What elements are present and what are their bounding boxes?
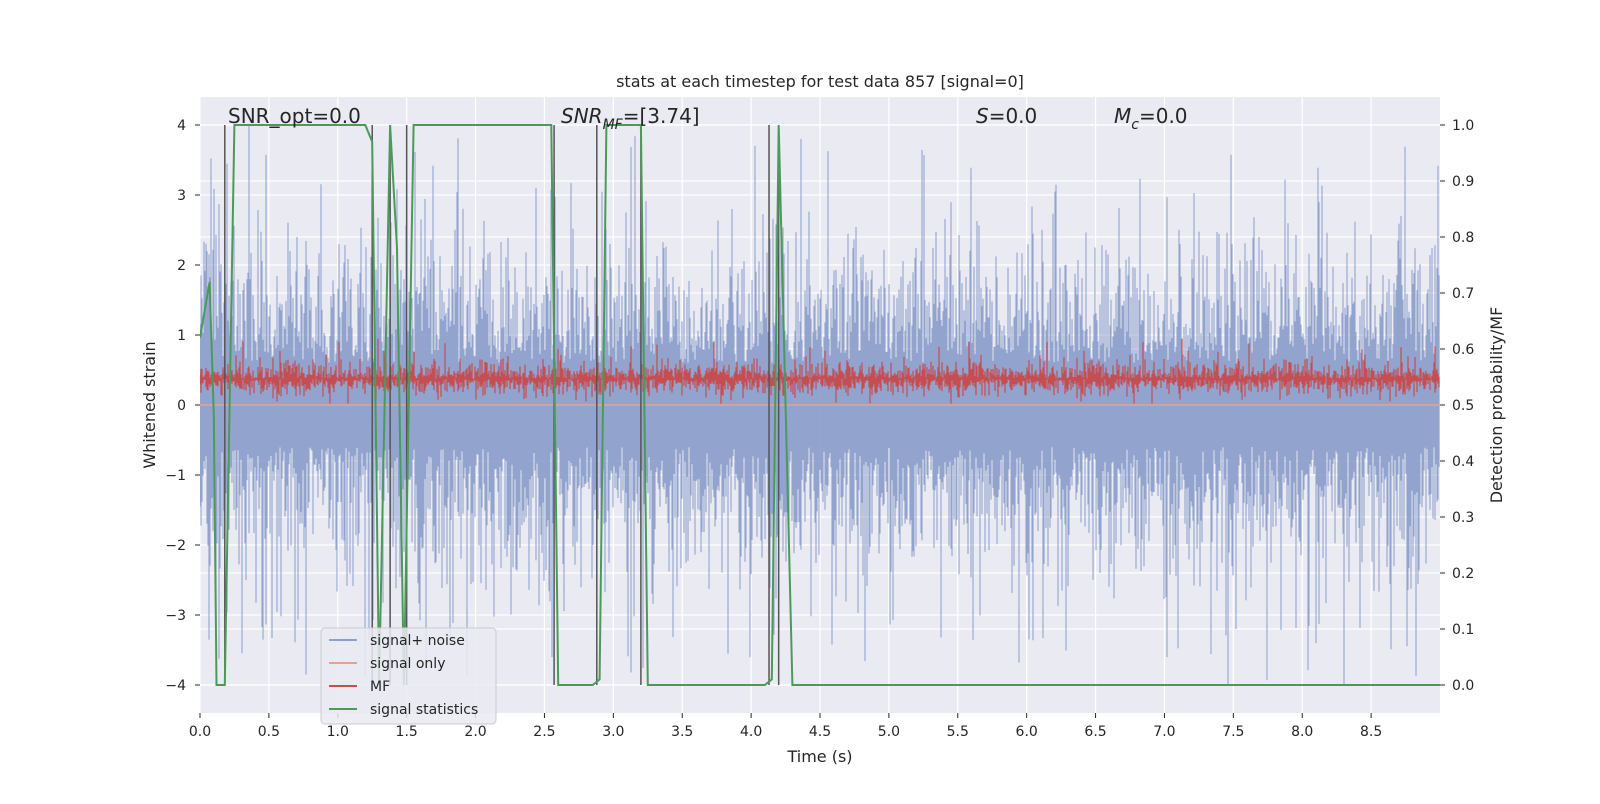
s-value: =0.0 [989,104,1038,128]
y-right-tick-label: 0.9 [1452,174,1474,190]
y-left-tick-label: −3 [165,608,186,624]
y-axis-right-ticks: 1.0 0.9 0.8 0.7 0.6 0.5 0.4 0.3 0.2 0.1 0.0 [1440,118,1474,694]
y-left-tick-label: 2 [177,258,186,274]
x-tick-label: 6.0 [1016,724,1038,740]
x-tick-label: 3.5 [671,724,693,740]
y-left-tick-label: −1 [165,468,186,484]
series-signal-noise [200,125,1440,685]
annotation-snr-mf: SNRMF=[3.74] [561,104,700,133]
x-tick-label: 4.0 [740,724,762,740]
y-right-tick-label: 0.1 [1452,622,1474,638]
chart-title: stats at each timestep for test data 857… [616,72,1024,91]
y-right-tick-label: 0.6 [1452,342,1474,358]
y-right-tick-label: 0.8 [1452,230,1474,246]
legend-box [320,627,497,725]
s-symbol: S [976,104,989,128]
annotation-mc: Mc=0.0 [1114,104,1188,133]
x-tick-label: 5.5 [947,724,969,740]
signal-noise-line [200,125,1440,685]
y-right-tick-label: 0.7 [1452,286,1474,302]
y-right-tick-label: 0.0 [1452,678,1474,694]
x-tick-label: 1.0 [327,724,349,740]
x-axis-label: Time (s) [786,747,852,766]
y-left-tick-label: −4 [165,678,186,694]
y-axis-left-ticks: 4 3 2 1 0 −1 −2 −3 −4 [165,118,200,694]
legend-label-signal-only: signal only [370,656,445,672]
legend-label-signal-noise: signal+ noise [370,633,465,649]
mc-symbol: M [1114,104,1131,128]
annotation-snr-opt: SNR_opt=0.0 [228,104,361,128]
y-axis-left-label: Whitened strain [140,341,159,468]
y-left-tick-label: 4 [177,118,186,134]
x-tick-label: 0.0 [189,724,211,740]
x-tick-label: 5.0 [878,724,900,740]
y-right-tick-label: 1.0 [1452,118,1474,134]
y-axis-right-label: Detection probability/MF [1487,307,1506,504]
x-tick-label: 8.5 [1360,724,1382,740]
x-tick-label: 7.5 [1222,724,1244,740]
y-left-tick-label: 0 [177,398,186,414]
series-signal-statistics [200,124,1440,686]
legend: signal+ noise signal only MF signal stat… [320,627,497,725]
snr-mf-value: =[3.74] [623,104,700,128]
x-tick-label: 0.5 [258,724,280,740]
snr-mf-subscript: MF [603,117,624,133]
mf-line [200,338,1440,404]
x-tick-label: 7.0 [1153,724,1175,740]
x-tick-label: 6.5 [1084,724,1106,740]
x-tick-label: 2.0 [464,724,486,740]
mc-subscript: c [1131,117,1139,133]
x-axis-ticks: 0.0 0.5 1.0 1.5 2.0 2.5 3.0 3.5 4.0 4.5 5.0 5.5 6.0 6… [189,713,1382,740]
annotation-s: S=0.0 [976,104,1037,128]
x-tick-label: 3.0 [602,724,624,740]
signal-statistics-line [200,124,1440,686]
legend-label-mf: MF [370,679,390,695]
y-left-tick-label: −2 [165,538,186,554]
snr-mf-symbol: SNR [561,104,603,128]
x-tick-label: 1.5 [396,724,418,740]
y-left-tick-label: 3 [177,188,186,204]
legend-label-signal-statistics: signal statistics [370,702,478,718]
series-mf [200,338,1440,404]
y-right-tick-label: 0.4 [1452,454,1474,470]
y-left-tick-label: 1 [177,328,186,344]
y-right-tick-label: 0.5 [1452,398,1474,414]
y-right-tick-label: 0.3 [1452,510,1474,526]
x-tick-label: 4.5 [809,724,831,740]
mc-value: =0.0 [1139,104,1188,128]
series-vlines [224,125,780,685]
x-tick-label: 8.0 [1291,724,1313,740]
y-right-tick-label: 0.2 [1452,566,1474,582]
x-tick-label: 2.5 [533,724,555,740]
